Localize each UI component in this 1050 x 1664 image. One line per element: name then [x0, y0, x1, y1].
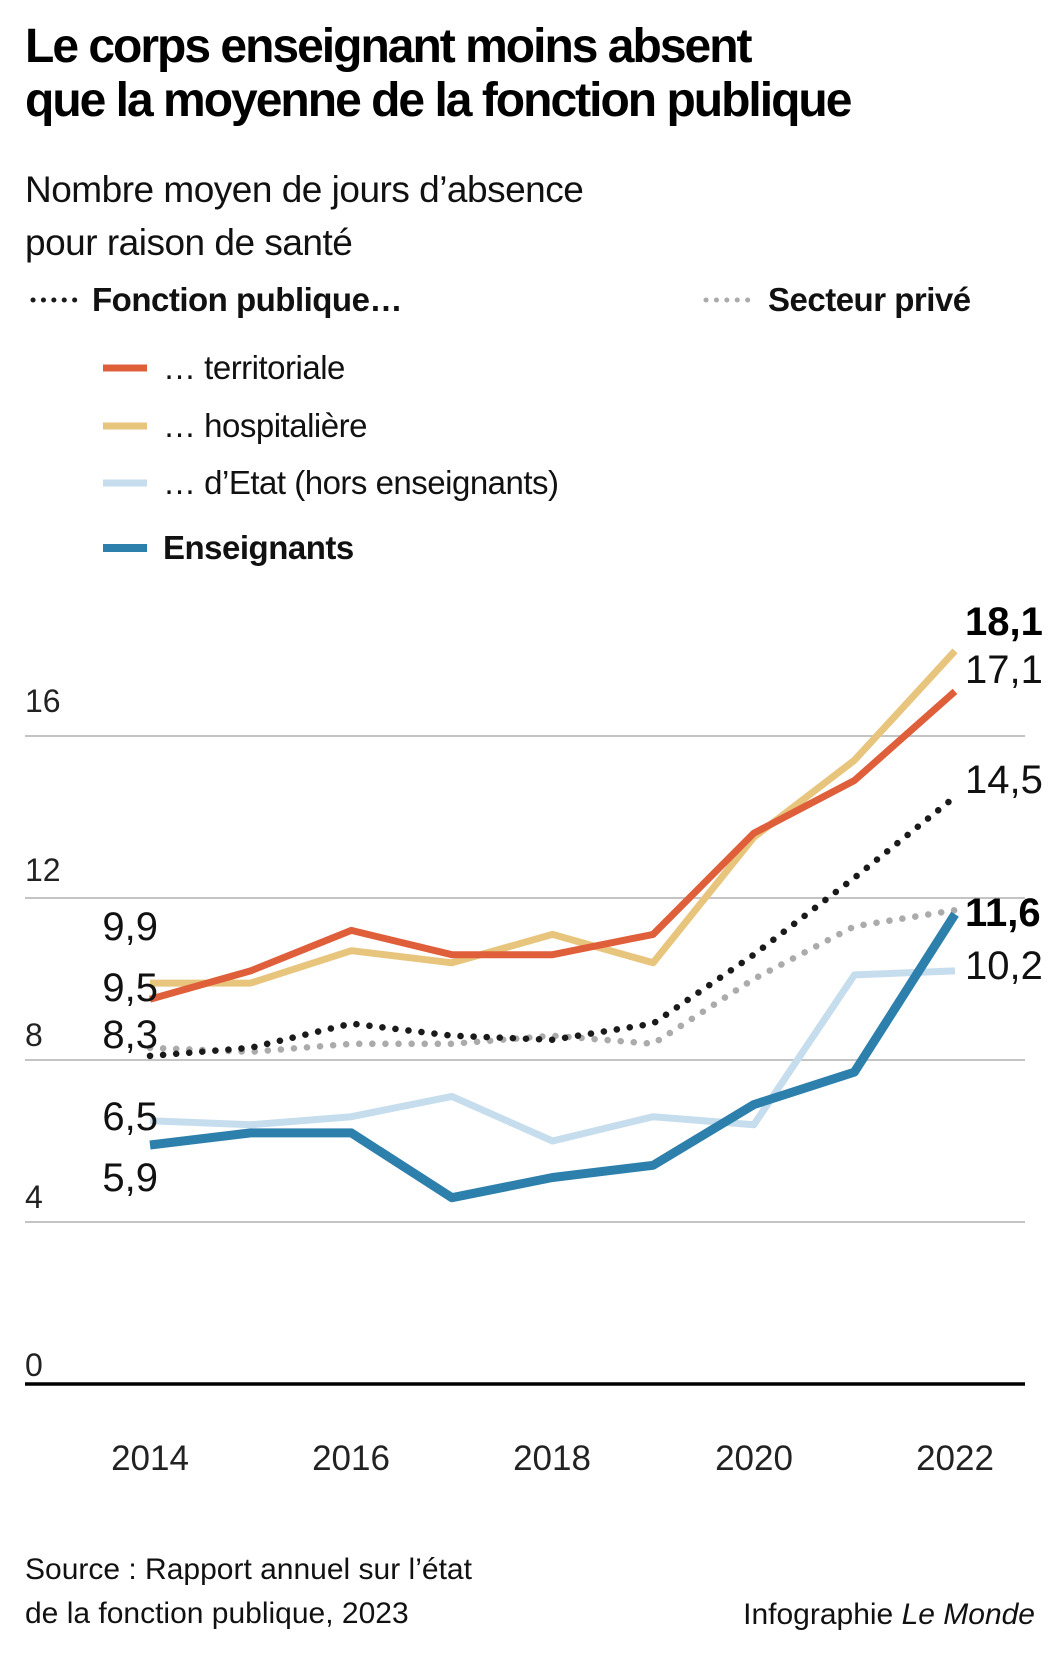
- legend-label-hospitaliere: … hospitalière: [163, 407, 367, 444]
- start-value-hospitaliere: 9,9: [102, 905, 158, 949]
- line-enseignants: [149, 911, 959, 1203]
- line-etat: [149, 967, 956, 1145]
- enseignants-line-swatch: [100, 541, 150, 555]
- x-tick-2014: 2014: [111, 1439, 189, 1478]
- etat-line-swatch: [100, 476, 150, 490]
- credit-note: Infographie Le Monde: [600, 1598, 1035, 1632]
- y-tick-12: 12: [25, 852, 61, 888]
- source-note: Source : Rapport annuel sur l’état de la…: [25, 1548, 472, 1636]
- start-value-secteur-prive: 8,3: [102, 1013, 158, 1057]
- credit-brand: Le Monde: [901, 1598, 1035, 1631]
- end-value-enseignants: 11,6: [965, 891, 1041, 935]
- chart-subtitle: Nombre moyen de jours d’absence pour rai…: [25, 163, 584, 269]
- legend-label-enseignants: Enseignants: [163, 529, 354, 566]
- line-hospitaliere: [150, 648, 958, 987]
- end-value-fonction-publique: 14,5: [965, 758, 1043, 802]
- end-value-hospitaliere: 18,1: [965, 600, 1043, 644]
- line-territoriale: [149, 688, 958, 1003]
- line-secteur_prive: [146, 906, 959, 1056]
- end-value-etat: 10,2: [965, 944, 1043, 988]
- chart-subtitle-line2: pour raison de santé: [25, 222, 353, 263]
- fonction-publique-dotted-line-swatch: [30, 293, 80, 307]
- start-value-enseignants: 5,9: [102, 1156, 158, 1200]
- start-value-territoriale: 9,5: [102, 966, 158, 1010]
- line-fonction_publique: [146, 793, 959, 1060]
- end-value-territoriale: 17,1: [965, 648, 1043, 692]
- line-chart-canvas: [25, 648, 1025, 1386]
- hospitaliere-line-swatch: [100, 419, 150, 433]
- y-tick-0: 0: [25, 1347, 43, 1383]
- page-title-line1: Le corps enseignant moins absent: [25, 20, 753, 73]
- source-line1: Source : Rapport annuel sur l’état: [25, 1553, 472, 1586]
- page-title: Le corps enseignant moins absent que la …: [25, 20, 852, 128]
- legend-label-territoriale: … territoriale: [163, 349, 345, 386]
- legend-label-etat: … d’Etat (hors enseignants): [163, 464, 559, 501]
- chart-subtitle-line1: Nombre moyen de jours d’absence: [25, 169, 584, 210]
- source-line2: de la fonction publique, 2023: [25, 1597, 409, 1630]
- y-tick-8: 8: [25, 1017, 43, 1053]
- y-tick-4: 4: [25, 1179, 43, 1215]
- x-tick-2020: 2020: [715, 1439, 793, 1478]
- y-tick-16: 16: [25, 683, 61, 719]
- x-tick-2018: 2018: [513, 1439, 591, 1478]
- page-title-line2: que la moyenne de la fonction publique: [25, 74, 852, 127]
- territoriale-line-swatch: [100, 361, 150, 375]
- legend-label-secteur-prive: Secteur privé: [768, 281, 971, 318]
- credit-prefix: Infographie: [743, 1598, 902, 1631]
- start-value-etat: 6,5: [102, 1095, 158, 1139]
- legend-label-fonction-publique: Fonction publique…: [92, 281, 402, 318]
- secteur-prive-dotted-line-swatch: [703, 293, 753, 307]
- x-tick-2016: 2016: [312, 1439, 390, 1478]
- x-tick-2022: 2022: [916, 1439, 994, 1478]
